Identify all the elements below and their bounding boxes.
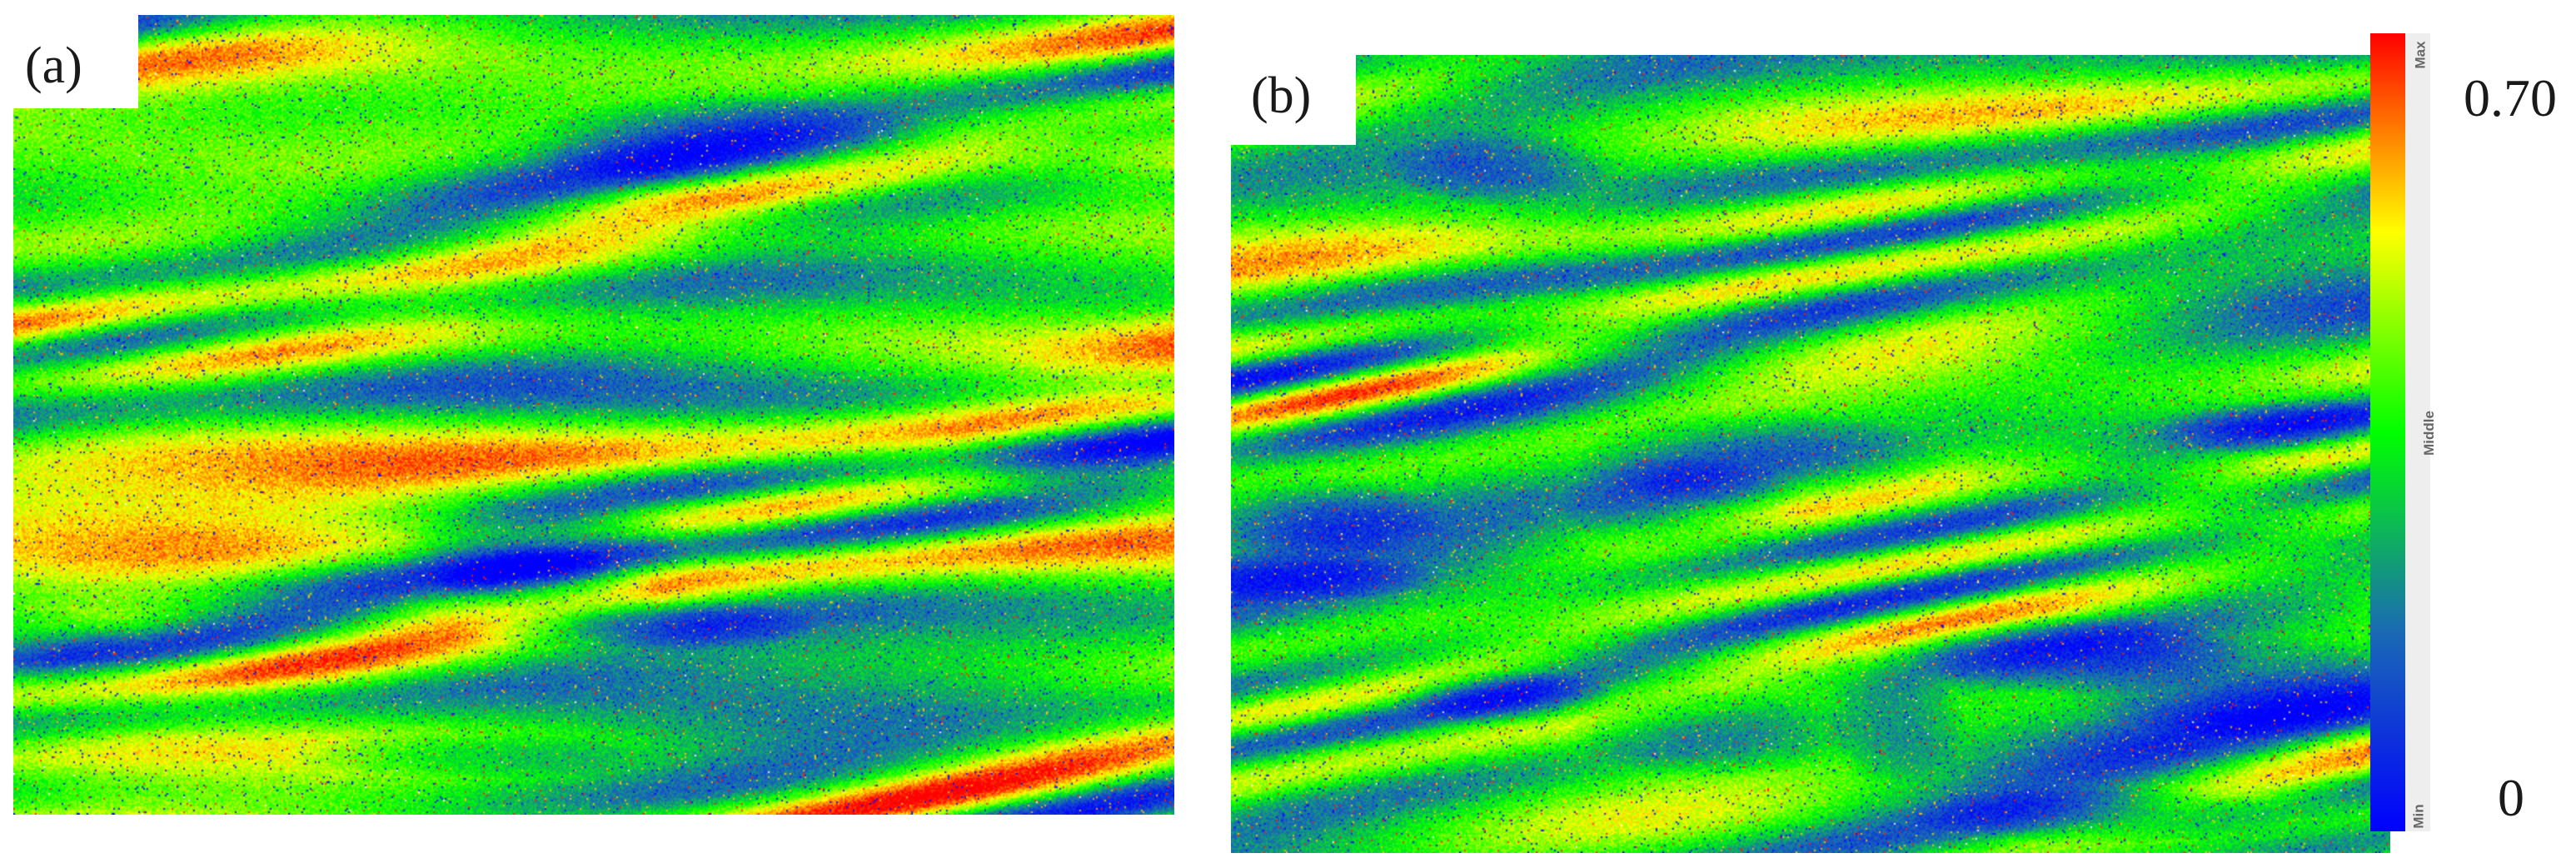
panel-label-b: (b) [1251,67,1312,124]
panel-label-a: (a) [25,37,82,94]
map-image-b [1231,55,2390,853]
label-notch-b [1231,55,1356,145]
map-panel-b [1231,55,2390,853]
colorbar-tick-middle: Middle [2420,411,2437,456]
colorbar: Max Middle Min [2370,33,2437,831]
colorbar-edge [2405,33,2430,831]
map-image-a [13,15,1174,815]
colorbar-gradient [2370,33,2405,831]
colorbar-max-value: 0.70 [2464,68,2557,127]
label-notch-a [13,15,138,108]
map-panel-a [13,15,1174,815]
colorbar-tick-min: Min [2410,804,2427,829]
colorbar-tick-max: Max [2412,41,2429,69]
colorbar-min-value: 0 [2498,768,2524,827]
